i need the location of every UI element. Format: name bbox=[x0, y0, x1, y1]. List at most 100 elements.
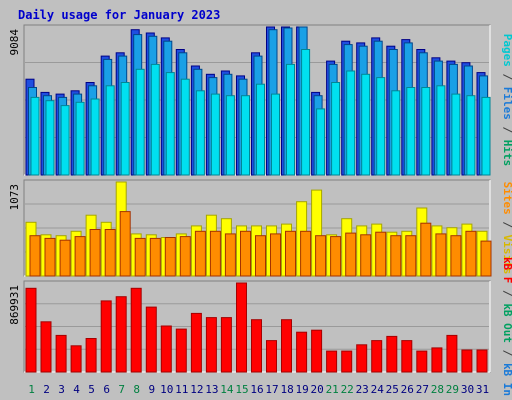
right-label-kbytes-part-4: kB In bbox=[501, 363, 512, 396]
bar-kbytes-kb-f-day-26 bbox=[401, 340, 413, 373]
x-tick-label-day-5: 5 bbox=[88, 383, 95, 396]
bar-visits-sites-day-6 bbox=[104, 229, 116, 277]
bar-visits-sites-day-15 bbox=[240, 230, 251, 277]
x-tick-label-day-15: 15 bbox=[235, 383, 248, 396]
bar-kbytes-kb-f-day-11 bbox=[175, 328, 187, 373]
x-tick-label-day-20: 20 bbox=[310, 383, 323, 396]
bar-hits-pages-day-28 bbox=[436, 85, 446, 176]
bar-hits-pages-day-5 bbox=[90, 98, 100, 176]
right-label-hits-part-0: Pages bbox=[501, 34, 512, 67]
bar-kbytes-kb-f-day-30 bbox=[461, 349, 473, 373]
bar-hits-pages-day-16 bbox=[256, 83, 265, 176]
bar-visits-sites-day-11 bbox=[179, 236, 191, 277]
x-tick-label-day-10: 10 bbox=[160, 383, 173, 396]
x-tick-label-day-2: 2 bbox=[43, 383, 50, 396]
bar-visits-sites-day-31 bbox=[480, 240, 492, 277]
bar-kbytes-kb-f-day-31 bbox=[476, 349, 488, 373]
bar-visits-sites-day-19 bbox=[300, 230, 312, 277]
x-tick-label-day-18: 18 bbox=[280, 383, 293, 396]
bar-hits-pages-day-10 bbox=[165, 72, 175, 176]
x-tick-label-day-21: 21 bbox=[326, 383, 339, 396]
right-label-hits: Pages / Files / Hits bbox=[501, 34, 512, 167]
max-label-visits: 1073 bbox=[8, 184, 21, 211]
bar-visits-sites-day-12 bbox=[194, 230, 206, 277]
bar-hits-pages-day-4 bbox=[75, 101, 85, 176]
x-tick-label-day-14: 14 bbox=[220, 383, 234, 396]
bar-hits-pages-day-24 bbox=[376, 77, 386, 176]
bar-visits-sites-day-29 bbox=[450, 235, 462, 277]
x-tick-label-day-17: 17 bbox=[265, 383, 278, 396]
max-label-hits: 9084 bbox=[8, 29, 21, 56]
right-label-visits-part-2: Visits bbox=[501, 235, 512, 275]
bar-visits-sites-day-26 bbox=[405, 235, 417, 277]
bar-hits-pages-day-12 bbox=[195, 90, 205, 176]
bar-visits-sites-day-9 bbox=[149, 237, 161, 277]
bar-hits-pages-day-20 bbox=[316, 108, 326, 176]
x-tick-label-day-22: 22 bbox=[341, 383, 354, 396]
bar-kbytes-kb-f-day-5 bbox=[85, 338, 97, 373]
bar-kbytes-kb-f-day-17 bbox=[266, 340, 277, 373]
bar-hits-pages-day-13 bbox=[210, 93, 220, 176]
x-tick-label-day-31: 31 bbox=[476, 383, 489, 396]
bar-visits-sites-day-18 bbox=[285, 230, 296, 277]
bar-kbytes-kb-f-day-1 bbox=[25, 287, 37, 373]
bar-hits-pages-day-11 bbox=[180, 78, 190, 176]
x-tick-label-day-29: 29 bbox=[446, 383, 459, 396]
x-tick-label-day-24: 24 bbox=[371, 383, 385, 396]
bar-kbytes-kb-f-day-10 bbox=[160, 325, 172, 373]
x-tick-label-day-1: 1 bbox=[28, 383, 35, 396]
bar-kbytes-kb-f-day-27 bbox=[416, 350, 428, 373]
bar-visits-sites-day-28 bbox=[435, 233, 447, 277]
bar-visits-sites-day-22 bbox=[345, 232, 357, 277]
x-tick-label-day-13: 13 bbox=[205, 383, 218, 396]
bar-hits-pages-day-30 bbox=[466, 95, 476, 176]
right-label-visits-part-1: / bbox=[501, 215, 512, 235]
x-tick-label-day-11: 11 bbox=[175, 383, 188, 396]
x-tick-label-day-23: 23 bbox=[356, 383, 369, 396]
bar-visits-sites-day-14 bbox=[224, 233, 236, 277]
x-tick-label-day-26: 26 bbox=[401, 383, 414, 396]
chart-title: Daily usage for January 2023 bbox=[18, 8, 220, 22]
bar-kbytes-kb-f-day-22 bbox=[341, 350, 353, 373]
x-tick-label-day-28: 28 bbox=[431, 383, 444, 396]
bar-hits-pages-day-14 bbox=[225, 95, 235, 176]
bar-visits-sites-day-21 bbox=[330, 236, 342, 277]
bar-kbytes-kb-f-day-16 bbox=[251, 319, 262, 373]
bar-visits-sites-day-24 bbox=[375, 231, 387, 277]
bar-kbytes-kb-f-day-25 bbox=[386, 335, 398, 373]
bar-visits-sites-day-1 bbox=[29, 235, 41, 277]
bar-kbytes-kb-f-day-6 bbox=[100, 300, 112, 373]
x-tick-label-day-3: 3 bbox=[58, 383, 65, 396]
bar-kbytes-kb-f-day-12 bbox=[190, 312, 202, 373]
x-tick-label-day-19: 19 bbox=[295, 383, 308, 396]
bar-visits-sites-day-20 bbox=[315, 235, 327, 277]
bar-kbytes-kb-f-day-2 bbox=[40, 321, 52, 373]
bar-kbytes-kb-f-day-28 bbox=[431, 347, 443, 373]
bar-kbytes-kb-f-day-13 bbox=[205, 317, 217, 373]
bar-visits-sites-day-25 bbox=[390, 235, 402, 277]
bar-visits-sites-day-5 bbox=[89, 229, 101, 277]
bar-visits-sites-day-30 bbox=[465, 230, 477, 277]
bar-visits-sites-day-4 bbox=[74, 236, 86, 277]
bar-visits-sites-day-27 bbox=[420, 222, 432, 277]
bar-visits-sites-day-23 bbox=[360, 234, 372, 277]
bar-hits-pages-day-23 bbox=[361, 73, 371, 176]
bar-hits-pages-day-17 bbox=[271, 93, 280, 176]
bar-hits-pages-day-8 bbox=[135, 68, 145, 176]
bar-kbytes-kb-f-day-9 bbox=[145, 306, 157, 373]
right-label-visits: Sites / Visits bbox=[501, 182, 512, 275]
x-tick-label-day-7: 7 bbox=[118, 383, 125, 396]
bar-hits-pages-day-3 bbox=[60, 105, 70, 176]
x-tick-label-day-12: 12 bbox=[190, 383, 203, 396]
right-label-kbytes: kB F / kB Out / kB In bbox=[501, 257, 512, 396]
bar-hits-pages-day-18 bbox=[286, 63, 295, 176]
bar-hits-pages-day-19 bbox=[301, 49, 311, 176]
x-tick-label-day-16: 16 bbox=[250, 383, 263, 396]
bar-hits-pages-day-7 bbox=[120, 82, 130, 176]
x-tick-label-day-25: 25 bbox=[386, 383, 399, 396]
bar-kbytes-kb-f-day-21 bbox=[326, 350, 338, 373]
bar-visits-sites-day-8 bbox=[134, 237, 146, 277]
bar-visits-sites-day-10 bbox=[164, 237, 176, 277]
right-label-kbytes-part-2: kB Out bbox=[501, 303, 512, 343]
